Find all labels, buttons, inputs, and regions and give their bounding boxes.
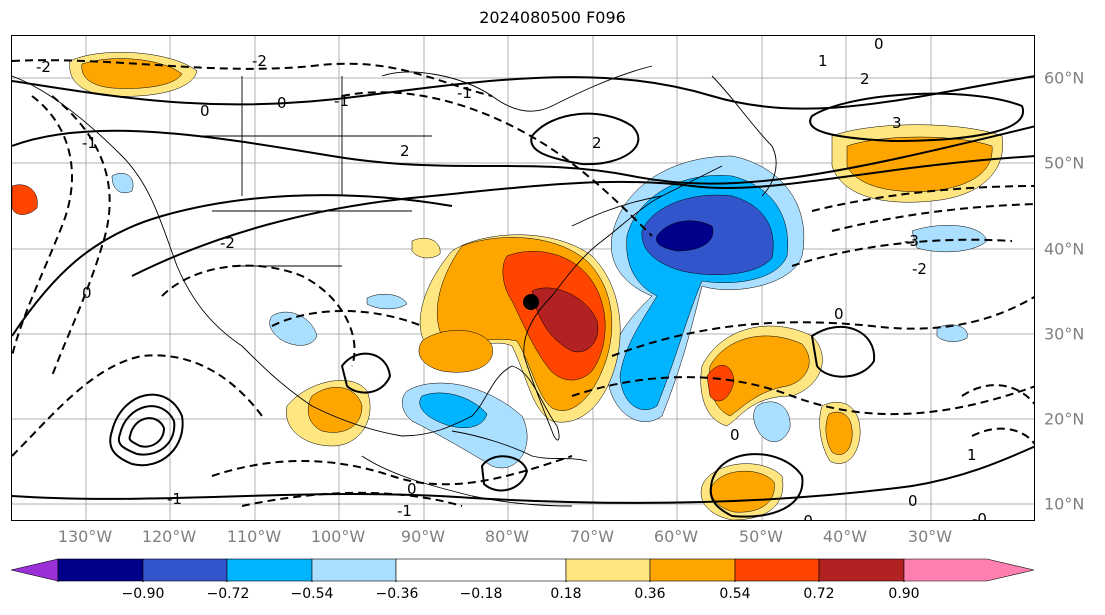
colorbar-segment (818, 558, 905, 582)
shaded-anomalies (12, 52, 1003, 520)
contour-label: 1 (967, 446, 977, 464)
contour-label: -1 (334, 92, 349, 110)
negative-anomaly-region (269, 311, 318, 346)
lon-label: 100°W (310, 527, 366, 546)
positive-anomaly-region (307, 387, 363, 433)
lon-label: 70°W (569, 527, 615, 546)
lon-label: 110°W (226, 527, 282, 546)
negative-anomaly-region (656, 220, 714, 252)
lon-label: 40°W (822, 527, 868, 546)
colorbar-tick-label: 0.36 (634, 586, 666, 602)
colorbar-tick-label: 0.18 (550, 586, 582, 602)
lon-label: 30°W (907, 527, 953, 546)
lat-label: 30°N (1044, 324, 1085, 344)
positive-anomaly-region (825, 411, 853, 455)
colorbar-tick-label: 0.54 (719, 586, 751, 602)
contour-label: -2 (220, 234, 235, 252)
contour-label: 2 (592, 134, 602, 152)
contour-label: 0 (200, 102, 210, 120)
contour-label: 0 (82, 284, 92, 302)
colorbar-tick-label: 0.72 (803, 586, 835, 602)
contour-label: -3 (904, 232, 919, 250)
lon-label: 90°W (400, 527, 446, 546)
colorbar-tick-label: 0.90 (888, 586, 920, 602)
lon-label: 60°W (653, 527, 699, 546)
contour-label: 2 (400, 142, 410, 160)
contour-label: 3 (892, 114, 902, 132)
negative-anomaly-region (936, 324, 968, 342)
positive-anomaly-region (411, 238, 441, 259)
map-plot-area: 0 0 -2 2 -1 -1 0 1 2 3 -3 -2 -2 0 0 -1 1… (11, 35, 1035, 521)
contour-label: 2 (860, 70, 870, 88)
contour-label: 1 (818, 52, 828, 70)
contour-label: 0 (908, 492, 918, 510)
contour-label: 0 (874, 36, 884, 53)
positive-anomaly-region (709, 335, 810, 417)
negative-anomaly-region (419, 392, 488, 429)
colorbar-segment (395, 558, 567, 582)
lon-label: 130°W (57, 527, 113, 546)
map-title: 2024080500 F096 (479, 8, 626, 27)
contour-label: 0 (277, 94, 287, 112)
contour-label: -2 (252, 52, 267, 70)
lat-label: 10°N (1044, 494, 1085, 514)
lon-label: 120°W (141, 527, 197, 546)
contour-label: -0 (798, 512, 813, 521)
colorbar-tick-label: −0.72 (206, 586, 250, 602)
positive-anomaly-region (531, 287, 599, 353)
negative-anomaly-region (111, 173, 134, 194)
colorbar-tick-label: −0.18 (459, 586, 503, 602)
colorbar-tick-label: −0.90 (121, 586, 165, 602)
negative-anomaly-region (753, 401, 791, 442)
lon-label: 50°W (738, 527, 784, 546)
colorbar-segment (10, 558, 59, 582)
contour-label: -0 (972, 510, 987, 521)
contour-label: -1 (397, 502, 412, 520)
colorbar-segment (226, 558, 313, 582)
coastlines (12, 65, 777, 507)
contour-label: -2 (36, 58, 51, 76)
lon-label: 80°W (484, 527, 530, 546)
lat-label: 60°N (1044, 68, 1085, 88)
colorbar-segment (142, 558, 228, 582)
contour-label: 0 (834, 305, 844, 323)
lat-label: 50°N (1044, 153, 1085, 173)
contour-labels: 0 0 -2 2 -1 -1 0 1 2 3 -3 -2 -2 0 0 -1 1… (36, 36, 987, 521)
colorbar-segment (57, 558, 144, 582)
contours-dashed (12, 59, 1034, 507)
contour-label: -1 (82, 134, 97, 152)
colorbar-segment (565, 558, 651, 582)
contour-label: 0 (407, 480, 417, 498)
colorbar-tick-label: −0.36 (375, 586, 419, 602)
lat-label: 40°N (1044, 239, 1085, 259)
colorbar-tick-label: −0.54 (290, 586, 334, 602)
positive-anomaly-region (418, 330, 493, 373)
positive-anomaly-region (706, 365, 735, 402)
colorbar-segment (734, 558, 820, 582)
lat-label: 20°N (1044, 409, 1085, 429)
colorbar (10, 558, 1035, 582)
colorbar-segment (649, 558, 736, 582)
positive-anomaly-region (846, 136, 993, 192)
map-svg: 0 0 -2 2 -1 -1 0 1 2 3 -3 -2 -2 0 0 -1 1… (12, 36, 1034, 521)
contour-label: -1 (167, 490, 182, 508)
negative-anomaly-region (911, 225, 988, 253)
low-center-marker (523, 294, 539, 310)
positive-anomaly-region (12, 184, 38, 215)
colorbar-segment (311, 558, 397, 582)
contour-label: 0 (730, 426, 740, 444)
contours-solid (12, 75, 1034, 518)
negative-anomaly-region (366, 293, 408, 310)
colorbar-segment (903, 558, 1035, 582)
contour-label: -2 (912, 260, 927, 278)
contour-label: -1 (457, 84, 472, 102)
